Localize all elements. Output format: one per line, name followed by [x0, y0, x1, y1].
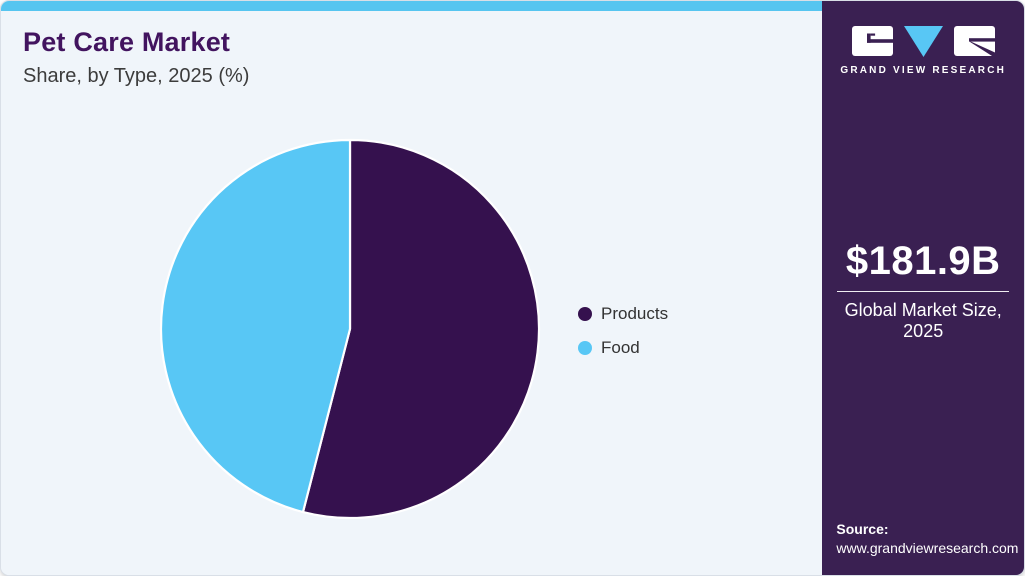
market-size-divider [837, 291, 1010, 292]
source-url[interactable]: www.grandviewresearch.com [836, 540, 1019, 556]
gvr-v-glyph-icon [903, 26, 943, 62]
sidebar: GRAND VIEW RESEARCH $181.9B Global Marke… [822, 1, 1024, 575]
gvr-logo-icons [851, 26, 995, 57]
market-size-value: $181.9B [845, 239, 1001, 283]
pie-chart [159, 138, 541, 520]
chart-header: Pet Care Market Share, by Type, 2025 (%) [23, 27, 249, 88]
source-label: Source: [836, 521, 889, 537]
top-accent-bar [1, 1, 823, 11]
source-block: Source: www.grandviewresearch.com [836, 520, 1018, 558]
page-title: Pet Care Market [23, 27, 231, 57]
gvr-r-glyph-icon [953, 26, 995, 61]
gvr-wordmark: GRAND VIEW RESEARCH [840, 65, 1007, 76]
pie-chart-svg [159, 138, 541, 520]
legend-label-food: Food [601, 338, 640, 357]
legend-dot-food [578, 341, 592, 355]
market-size-label: Global Market Size, 2025 [844, 300, 1002, 341]
chart-legend: Products Food [578, 304, 668, 358]
legend-label-products: Products [601, 304, 669, 323]
legend-item-products: Products [578, 304, 668, 324]
gvr-g-glyph-icon [851, 26, 893, 61]
legend-dot-products [578, 307, 592, 321]
page-subtitle: Share, by Type, 2025 (%) [23, 65, 250, 87]
gvr-logo: GRAND VIEW RESEARCH [822, 26, 1024, 76]
market-size-block: $181.9B Global Market Size, 2025 [822, 239, 1024, 342]
legend-item-food: Food [578, 338, 668, 358]
chart-area: Pet Care Market Share, by Type, 2025 (%)… [1, 1, 823, 575]
